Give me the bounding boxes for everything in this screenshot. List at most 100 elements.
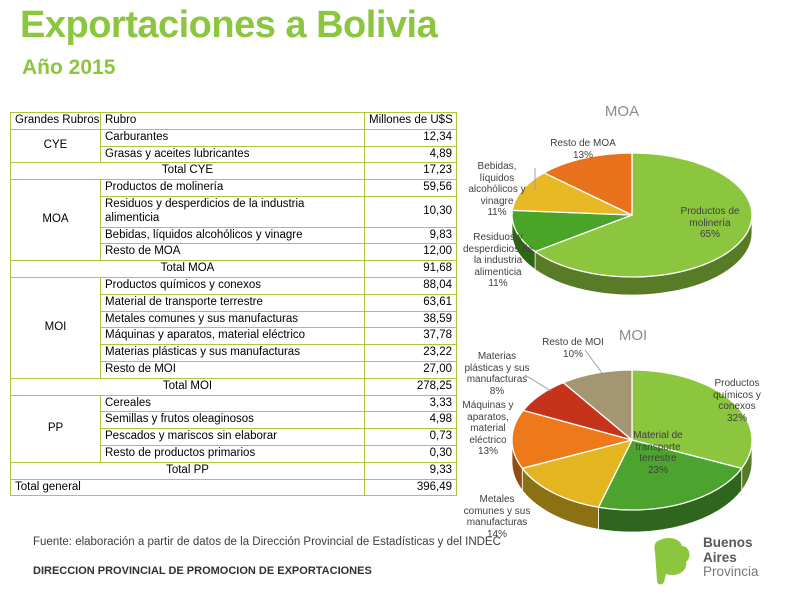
pie-label-line: 65% [699, 229, 720, 240]
value-cell: 12,00 [364, 243, 457, 262]
moi-pie-chart: MOI Productos químicos y conexos 32% Materia… [455, 325, 805, 560]
pie-slice-label: Materias plásticas y sus manufacturas 8% [437, 351, 557, 397]
rubro-cell: Semillas y frutos oleaginosos [100, 411, 365, 430]
pie-label-line: Resto de MOI [542, 337, 604, 348]
table-total-row: Total CYE 17,23 [10, 162, 457, 181]
pie-label-line: Residuos y [473, 232, 523, 243]
logo-line-3: Provincia [703, 564, 759, 579]
table-header-row: Grandes Rubros Rubro Millones de U$S [10, 112, 457, 130]
exports-table: Grandes Rubros Rubro Millones de U$S CYE… [10, 112, 457, 497]
pie-label-line: 13% [477, 446, 498, 457]
pie-label-line: Materias [477, 351, 517, 362]
table-row: Materias plásticas y sus manufacturas 23,… [11, 344, 457, 362]
total-value-cell: 9,33 [364, 461, 457, 480]
pie-slice-label: Productos de molinería 65% [650, 206, 770, 241]
moi-pie-svg [511, 349, 753, 533]
logo-line-1: Buenos [703, 535, 753, 550]
rubro-cell: Resto de MOA [100, 243, 365, 262]
pie-label-line: 32% [726, 412, 747, 424]
rubro-cell: Materias plásticas y sus manufacturas [100, 344, 365, 362]
rubro-cell: Grasas y aceites lubricantes [100, 145, 365, 164]
col-header-grandes-rubros: Grandes Rubros [10, 112, 101, 130]
pie-label-line: conexos [718, 401, 756, 412]
grand-total-label-cell: Total general [10, 478, 365, 497]
pie-label-line: 8% [489, 385, 505, 397]
province-logo: Buenos Aires Provincia [650, 535, 759, 586]
value-cell: 63,61 [364, 293, 457, 312]
pie-label-line: vinagre [480, 195, 514, 207]
total-value-cell: 278,25 [364, 377, 457, 396]
pie-slice-label: Metales comunes y sus manufacturas 14% [437, 494, 557, 540]
total-label-cell: Total MOI [10, 377, 365, 396]
value-cell: 37,78 [364, 327, 457, 346]
pie-label-line: molinería [689, 217, 731, 229]
total-label-cell: Total MOA [10, 260, 365, 278]
pie-label-line: 11% [487, 207, 507, 218]
pie-slice-label: Residuos y desperdicios de la industria ali… [438, 232, 558, 290]
pie-slice-3 [511, 409, 633, 469]
table-row: PP Cereales 3,33 [10, 394, 457, 463]
rubro-cell: Productos químicos y conexos [100, 276, 365, 295]
pie-label-line: químicos y [713, 389, 761, 401]
pie-slice-label: Resto de MOA 13% [523, 138, 643, 161]
pie-label-line: líquidos [479, 172, 515, 184]
table-row: Máquinas y aparatos, material eléctrico 3… [11, 327, 457, 346]
pie-slice-5 [562, 369, 633, 441]
pie-slice-1 [511, 209, 633, 253]
rubro-cell: Cereales [100, 394, 365, 413]
pie-label-line: Máquinas y [462, 400, 514, 411]
page-subtitle: Año 2015 [22, 56, 116, 79]
logo-text: Buenos Aires Provincia [703, 535, 759, 580]
value-cell: 59,56 [364, 179, 457, 197]
pie-label-line: transporte [635, 441, 681, 453]
value-cell: 10,30 [364, 195, 457, 228]
pie-label-line: 13% [572, 149, 593, 161]
rubro-cell: Productos de molinería [100, 179, 365, 197]
pie-slice-0 [631, 369, 753, 470]
pie-label-line: manufacturas [466, 374, 528, 385]
pie-label-line: comunes y sus [463, 505, 531, 517]
pie-slice-label: Máquinas y aparatos, material eléctrico 13% [428, 400, 548, 458]
pie-label-line: Productos de [680, 206, 740, 217]
value-cell: 12,34 [364, 128, 457, 147]
grand-total-row: Total general 396,49 [10, 478, 457, 497]
pie-label-line: 14% [486, 528, 507, 540]
col-header-rubro: Rubro [100, 112, 365, 130]
moa-pie-chart: MOA Productos de molinería 65% Residuos y de… [455, 95, 805, 320]
pie-label-line: material [470, 423, 506, 434]
table-row: CYE Carburantes 12,34 [10, 128, 457, 164]
moa-chart-title: MOA [604, 103, 640, 120]
pie-label-line: Metales [479, 494, 515, 505]
table-row: Residuos y desperdicios de la industria … [11, 195, 457, 228]
logo-line-2: Aires [703, 549, 737, 565]
table-row: MOA Productos de molinería 59,56 [10, 179, 457, 262]
group-cell: MOA [10, 179, 101, 262]
group-cell: PP [10, 394, 101, 463]
pie-slice-3 [543, 152, 633, 216]
total-label-cell: Total CYE [10, 162, 365, 181]
col-header-millones: Millones de U$S [364, 112, 457, 130]
department-label: DIRECCION PROVINCIAL DE PROMOCION DE EXP… [33, 565, 372, 577]
rubro-cell: Resto de productos primarios [100, 444, 365, 463]
pie-slice-label: Productos químicos y conexos 32% [677, 378, 797, 424]
rubro-cell: Residuos y desperdicios de la industria … [100, 195, 365, 228]
pie-label-line: Resto de MOA [550, 138, 616, 149]
table-row: Resto de MOA 12,00 [11, 243, 457, 262]
pie-label-line: 11% [488, 278, 508, 289]
rubro-cell: Carburantes [100, 128, 365, 147]
pie-label-line: Productos [714, 378, 760, 389]
pie-slice-label: Resto de MOI 10% [513, 337, 633, 360]
table-total-row: Total PP 9,33 [10, 461, 457, 480]
pie-label-line: Material de [633, 430, 683, 441]
pie-label-line: aparatos, [467, 411, 509, 423]
pie-slice-1 [597, 439, 743, 511]
rubro-cell: Resto de MOI [100, 360, 365, 379]
value-cell: 23,22 [364, 344, 457, 362]
table-total-row: Total MOA 91,68 [10, 260, 457, 278]
table-row: Resto de productos primarios 0,30 [11, 444, 457, 463]
pie-label-line: plásticas y sus [464, 362, 530, 374]
pie-label-line: Bebidas, [477, 161, 517, 172]
pie-slice-label: Material de transporte terrestre 23% [598, 430, 718, 476]
table-row: MOI Productos químicos y conexos 88,04 [10, 276, 457, 379]
